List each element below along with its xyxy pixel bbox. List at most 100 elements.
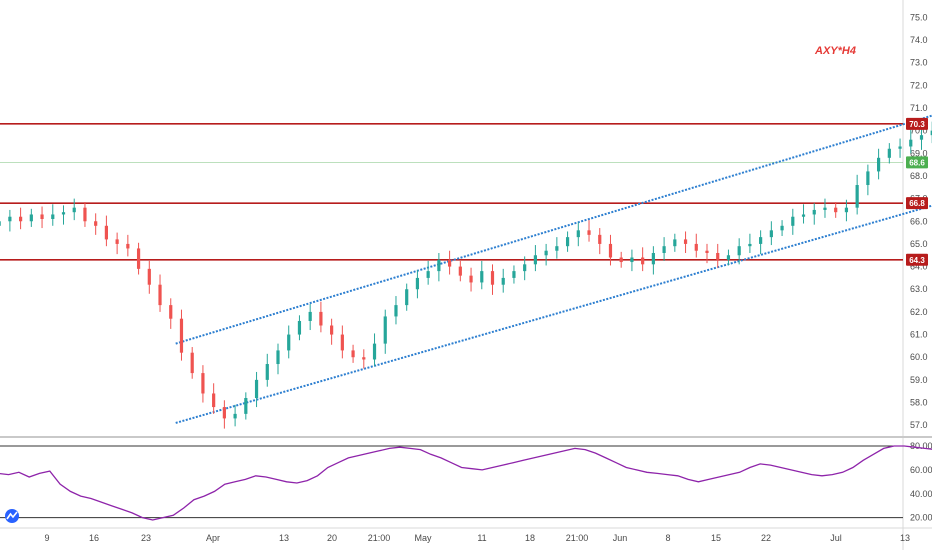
price-tick-label: 71.0 [910, 103, 928, 113]
time-tick-label: 18 [525, 533, 535, 543]
candle-body [405, 289, 409, 306]
candle-body [555, 246, 559, 251]
candle-body [705, 250, 709, 253]
candle-body [716, 252, 720, 260]
time-axis: 9 16 23 Apr 13 20 21:00 May 11 18 21:00 Jun 8 15 22 Jul… [44, 533, 910, 543]
price-tick-label: 64.0 [910, 262, 928, 272]
candle-body [801, 214, 806, 217]
candle-body [415, 277, 420, 290]
candle-body [8, 216, 12, 222]
candle-body [662, 246, 666, 253]
time-tick-label: 13 [279, 533, 289, 543]
channel-upper-line [175, 114, 932, 345]
price-badge [906, 117, 928, 130]
candle-body [72, 207, 76, 213]
price-tick-label: 74.0 [910, 35, 928, 45]
candle-body [490, 271, 495, 285]
candle-body [523, 264, 527, 272]
candle-body [458, 266, 462, 276]
candle-body [576, 230, 580, 238]
candle-body [394, 305, 398, 317]
rsi-tick-label: 40.00 [910, 489, 932, 499]
price-badge [906, 156, 928, 169]
candle-body [641, 257, 645, 265]
price-tick-label: 66.0 [910, 216, 928, 226]
candle-body [351, 350, 355, 358]
time-tick-label: 8 [665, 533, 670, 543]
candle-body [83, 207, 87, 222]
price-badge [906, 197, 928, 210]
price-badge-label: 64.3 [909, 256, 925, 265]
price-tick-label: 69.0 [910, 148, 928, 158]
price-tick-label: 57.0 [910, 420, 928, 430]
candle-body [919, 135, 924, 140]
candlestick-series [0, 121, 932, 429]
price-tick-label: 62.0 [910, 307, 928, 317]
candle-body [791, 216, 795, 226]
rsi-axis: 80.00 60.00 40.00 20.00 [910, 441, 932, 523]
candle-body [104, 225, 108, 240]
candle-body [694, 243, 698, 251]
rsi-tick-label: 60.00 [910, 465, 932, 475]
candle-body [126, 243, 130, 249]
candle-body [759, 237, 763, 244]
candle-body [136, 248, 141, 269]
candle-body [737, 246, 741, 256]
candle-body [212, 393, 216, 408]
time-tick-label: 16 [89, 533, 99, 543]
candle-body [319, 311, 323, 326]
price-tick-label: 59.0 [910, 375, 928, 385]
candle-body [115, 239, 119, 244]
candle-body [587, 230, 591, 235]
candle-body [94, 221, 98, 226]
candle-body [233, 413, 237, 419]
price-tick-label: 70.0 [910, 126, 928, 136]
candle-body [651, 252, 655, 265]
candle-body [19, 216, 23, 222]
candle-body [29, 214, 33, 222]
rsi-tick-label: 20.00 [910, 513, 932, 523]
candle-body [61, 212, 66, 215]
time-tick-label: May [414, 533, 432, 543]
price-badge-label: 68.6 [909, 158, 925, 167]
candle-body [276, 350, 280, 365]
candle-body [448, 259, 452, 267]
time-tick-label: 21:00 [368, 533, 391, 543]
candle-body [190, 352, 194, 374]
candle-body [480, 271, 484, 283]
channel-lower-line [175, 204, 932, 424]
tradingview-logo-icon[interactable] [5, 509, 19, 523]
candle-body [544, 250, 548, 256]
candle-body [308, 311, 312, 321]
price-badge [906, 253, 928, 266]
candle-body [533, 255, 537, 265]
candle-body [372, 343, 377, 360]
price-tick-label: 73.0 [910, 58, 928, 68]
price-tick-label: 68.0 [910, 171, 928, 181]
candle-body [844, 207, 849, 213]
rsi-pane [0, 445, 932, 521]
candle-body [565, 237, 570, 247]
candle-body [823, 207, 827, 210]
candle-body [287, 334, 291, 351]
candle-body [898, 146, 902, 149]
price-tick-label: 65.0 [910, 239, 928, 249]
candle-body [812, 209, 816, 215]
candle-body [769, 230, 773, 238]
candle-body [608, 243, 613, 258]
candle-body [630, 257, 634, 263]
candle-body [683, 239, 688, 244]
candle-body [930, 130, 932, 136]
candle-body [780, 225, 784, 231]
time-tick-label: Jun [613, 533, 628, 543]
candle-body [469, 275, 473, 283]
candle-body [909, 139, 913, 147]
time-tick-label: 21:00 [566, 533, 589, 543]
price-tick-label: 72.0 [910, 80, 928, 90]
candle-body [426, 271, 430, 278]
candle-body [619, 257, 623, 263]
price-tick-label: 58.0 [910, 398, 928, 408]
candle-body [330, 325, 334, 335]
rsi-line [0, 445, 932, 521]
